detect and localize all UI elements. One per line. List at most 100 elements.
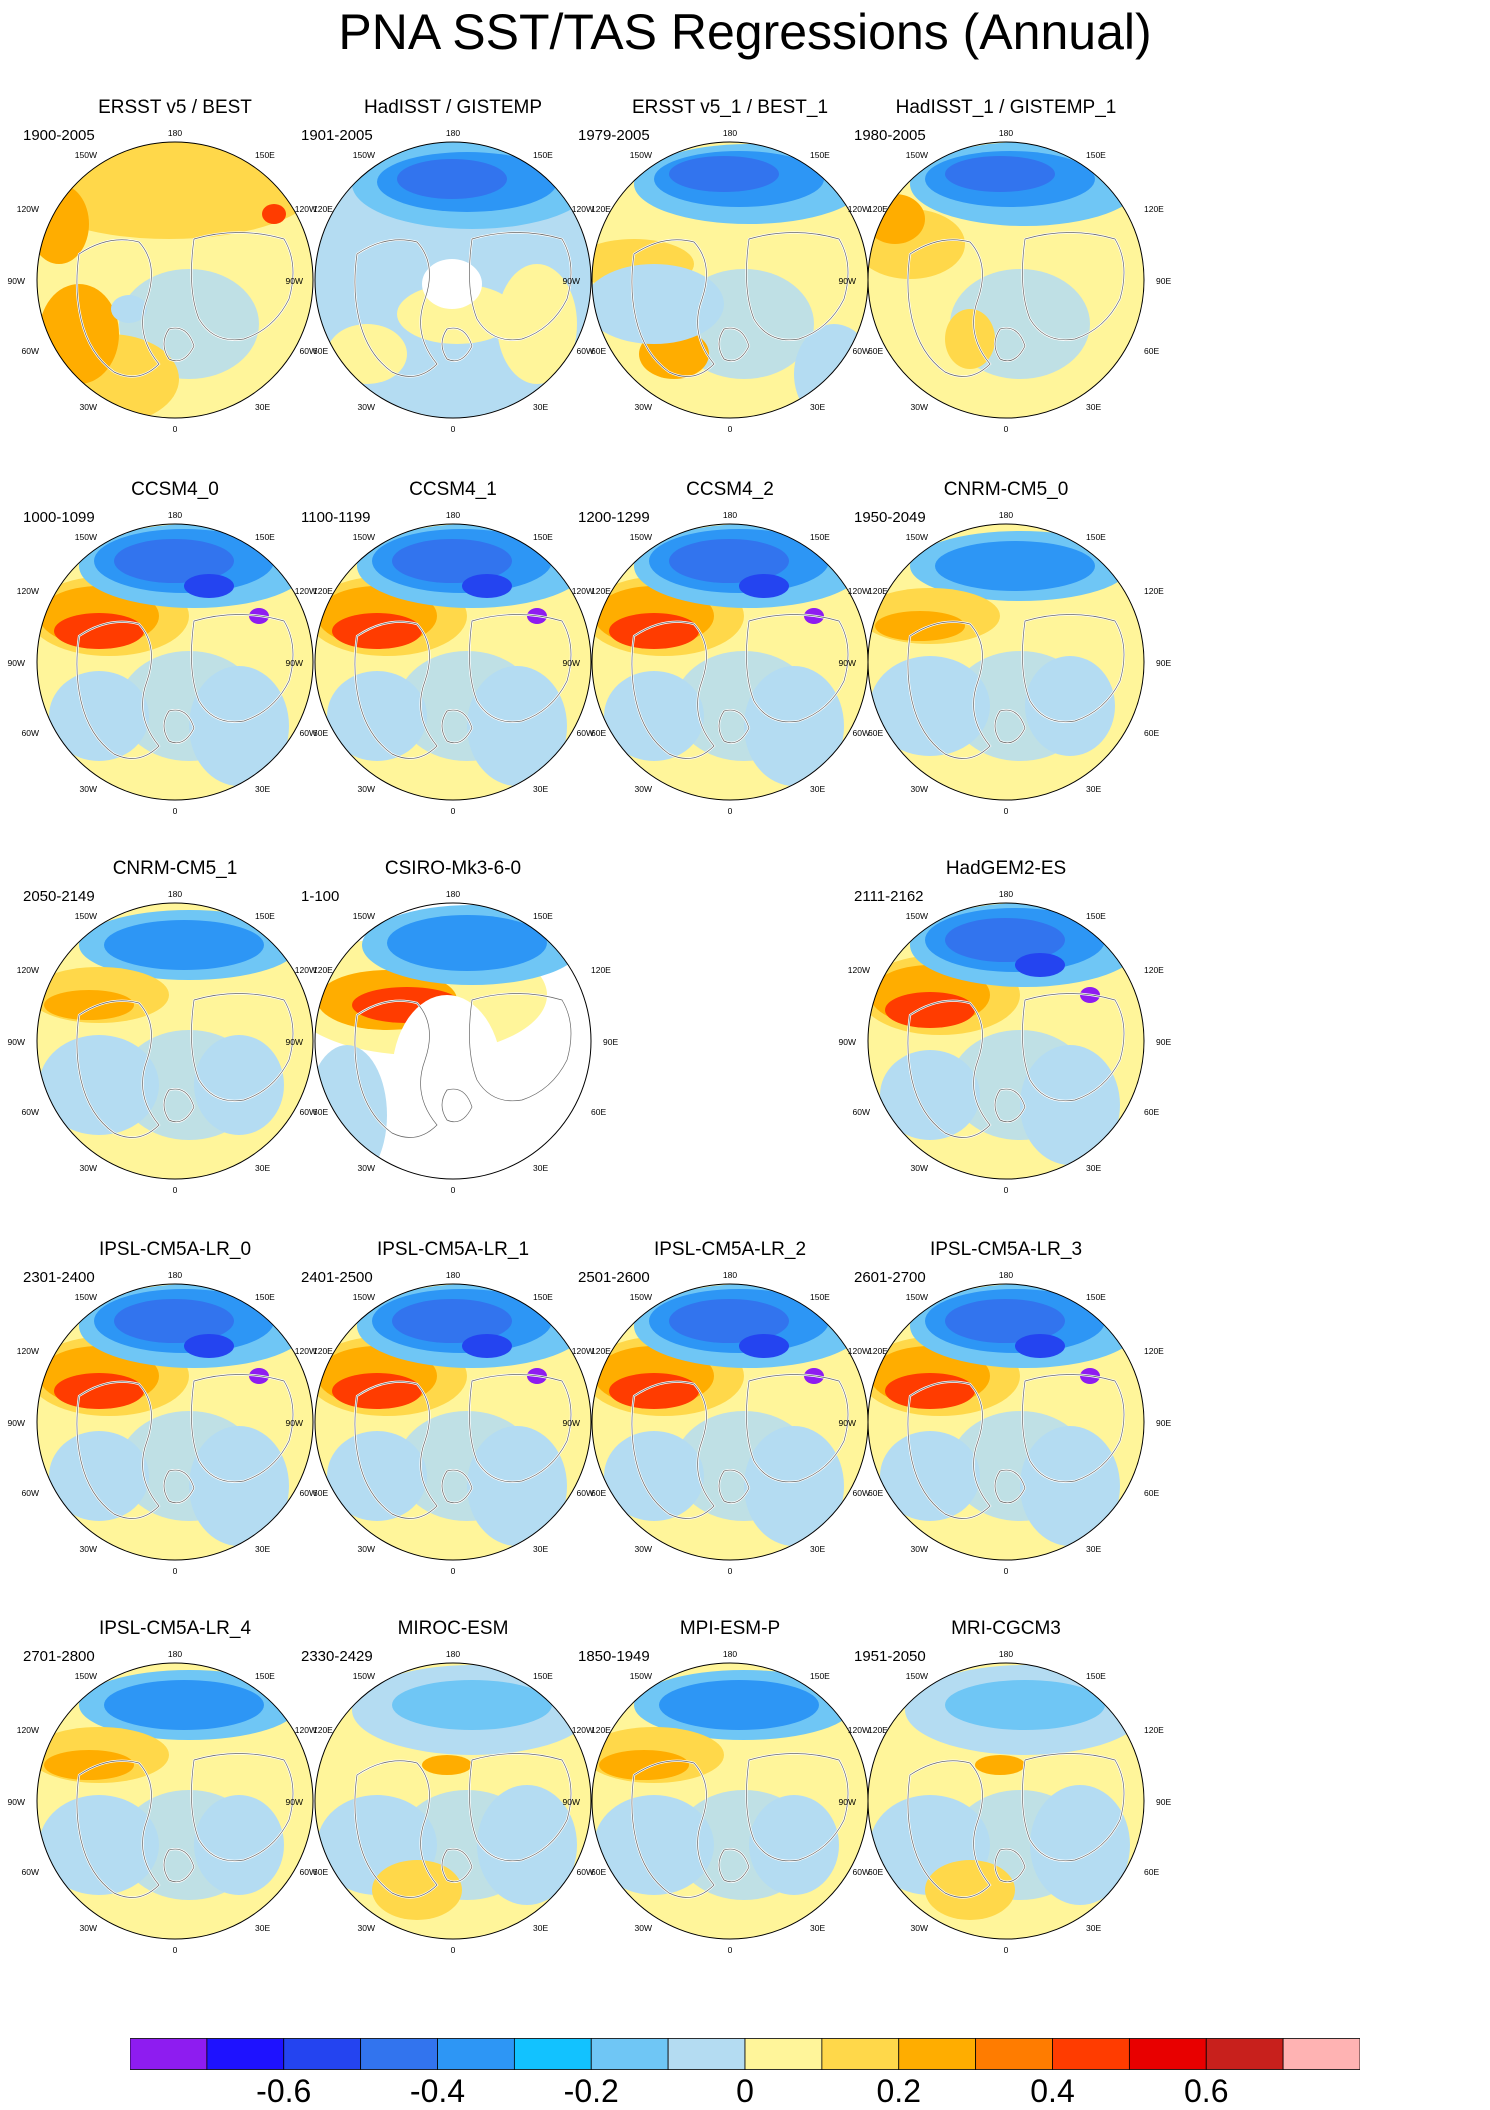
longitude-label: 150E xyxy=(255,1292,275,1302)
longitude-label: 180 xyxy=(723,1649,737,1659)
panel-period: 1951-2050 xyxy=(854,1648,926,1665)
panel-title: IPSL-CM5A-LR_4 xyxy=(98,1618,252,1639)
regression-field-region xyxy=(868,194,925,244)
longitude-label: 60E xyxy=(1144,728,1159,738)
panel-period: 1200-1299 xyxy=(578,509,650,526)
longitude-label: 150W xyxy=(353,1671,375,1681)
longitude-label: 90E xyxy=(603,1037,618,1047)
longitude-label: 150W xyxy=(353,532,375,542)
longitude-label: 150W xyxy=(353,1292,375,1302)
longitude-label: 60E xyxy=(868,1488,883,1498)
longitude-label: 0 xyxy=(173,424,178,434)
map-boundary xyxy=(36,1283,314,1561)
regression-field-region xyxy=(604,671,704,761)
regression-field-region xyxy=(477,1785,577,1905)
regression-field-region xyxy=(189,1426,289,1546)
map-panel: IPSL-CM5A-LR_0 180090W90E150W120W150E120E… xyxy=(5,1238,345,1598)
longitude-label: 60E xyxy=(313,1488,328,1498)
longitude-label: 30W xyxy=(358,784,375,794)
longitude-label: 60E xyxy=(1144,1867,1159,1877)
panel-title: HadISST / GISTEMP xyxy=(363,97,543,118)
colorbar-tick-label: -0.6 xyxy=(256,2073,312,2109)
panel-title: IPSL-CM5A-LR_3 xyxy=(929,1239,1083,1260)
colorbar-swatch xyxy=(898,2038,977,2070)
map-boundary xyxy=(867,902,1145,1180)
longitude-label: 30E xyxy=(533,1163,548,1173)
regression-field-region xyxy=(104,920,264,970)
regression-field-region xyxy=(609,1373,699,1409)
longitude-label: 180 xyxy=(999,1649,1013,1659)
map-panel: CCSM4_0180090W90E150W120W150E120E60W30W6… xyxy=(5,478,345,838)
regression-field-region xyxy=(327,1431,427,1521)
longitude-label: 150E xyxy=(1086,1292,1106,1302)
regression-field-region xyxy=(659,1680,819,1730)
regression-field-region xyxy=(422,259,482,309)
panel-period: 1900-2005 xyxy=(23,127,95,144)
longitude-label: 180 xyxy=(446,128,460,138)
panel-period: 2401-2500 xyxy=(301,1269,373,1286)
regression-field-region xyxy=(609,613,699,649)
longitude-label: 90W xyxy=(8,276,25,286)
longitude-label: 30W xyxy=(358,1163,375,1173)
longitude-label: 90W xyxy=(286,1797,303,1807)
panel-title: MPI-ESM-P xyxy=(679,1618,781,1639)
longitude-label: 30E xyxy=(533,1544,548,1554)
longitude-label: 150W xyxy=(906,532,928,542)
colorbar-swatch xyxy=(975,2038,1053,2070)
longitude-label: 60E xyxy=(313,1107,328,1117)
longitude-label: 60E xyxy=(591,728,606,738)
regression-field-region xyxy=(114,1299,234,1343)
panel-period: 2701-2800 xyxy=(23,1648,95,1665)
longitude-label: 90E xyxy=(1156,1418,1171,1428)
map-panel: IPSL-CM5A-LR_2180090W90E150W120W150E120E… xyxy=(560,1238,900,1598)
longitude-label: 180 xyxy=(446,1270,460,1280)
panel-title: IPSL-CM5A-LR_0 xyxy=(98,1239,252,1260)
longitude-label: 180 xyxy=(168,1270,182,1280)
regression-field-region xyxy=(37,184,89,264)
longitude-label: 150W xyxy=(906,1671,928,1681)
regression-field-region xyxy=(194,1795,284,1895)
longitude-label: 90W xyxy=(563,658,580,668)
longitude-label: 180 xyxy=(168,889,182,899)
map-boundary xyxy=(314,1662,592,1940)
colorbar-swatch xyxy=(1128,2038,1207,2070)
regression-field-region xyxy=(604,1431,704,1521)
longitude-label: 60E xyxy=(591,1488,606,1498)
regression-field-region xyxy=(332,1373,422,1409)
regression-field-region xyxy=(387,915,547,971)
regression-field-region xyxy=(54,1373,144,1409)
longitude-label: 0 xyxy=(1004,806,1009,816)
longitude-label: 120W xyxy=(17,965,39,975)
regression-field-region xyxy=(114,539,234,583)
map-panel: CNRM-CM5_0 180 0 90W 90E 150W 120W 150E 120E 60W 3… xyxy=(836,478,1176,838)
colorbar-swatch xyxy=(513,2038,592,2070)
longitude-label: 0 xyxy=(173,1185,178,1195)
regression-field-region xyxy=(599,1750,689,1780)
longitude-label: 30W xyxy=(911,1163,928,1173)
longitude-label: 180 xyxy=(723,510,737,520)
regression-field-region xyxy=(194,1035,284,1135)
longitude-label: 30E xyxy=(1086,402,1101,412)
longitude-label: 30E xyxy=(533,402,548,412)
longitude-label: 60E xyxy=(1144,1107,1159,1117)
regression-field-region xyxy=(945,1299,1065,1343)
longitude-label: 60E xyxy=(313,346,328,356)
longitude-label: 60W xyxy=(300,1867,317,1877)
longitude-label: 60W xyxy=(577,1488,594,1498)
longitude-label: 60W xyxy=(853,728,870,738)
longitude-label: 90W xyxy=(563,1418,580,1428)
longitude-label: 180 xyxy=(446,1649,460,1659)
longitude-label: 30W xyxy=(635,402,652,412)
longitude-label: 150E xyxy=(810,150,830,160)
regression-field-region xyxy=(925,1860,1015,1920)
regression-field-region xyxy=(870,656,990,756)
longitude-label: 60E xyxy=(868,1867,883,1877)
regression-field-region xyxy=(184,574,234,598)
panel-period: 1901-2005 xyxy=(301,127,373,144)
colorbar-tick-label: -0.2 xyxy=(563,2073,619,2109)
